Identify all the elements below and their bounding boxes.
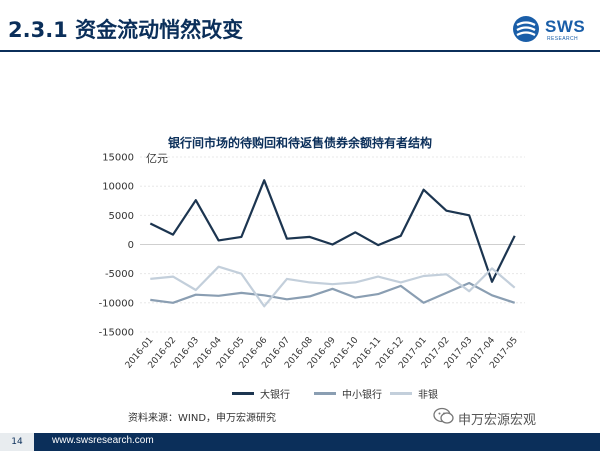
logo-subtext: RESEARCH	[547, 36, 578, 42]
legend-swatch	[232, 392, 254, 395]
source-note: 资料来源：WIND，申万宏源研究	[128, 413, 277, 424]
y-tick-label: 5000	[109, 211, 134, 222]
wechat-icon	[433, 407, 454, 424]
footer-bar	[0, 433, 600, 451]
footer-url-link[interactable]: www.swsresearch.com	[52, 435, 154, 446]
legend-label: 中小银行	[342, 390, 382, 401]
page-title: 2.3.1 资金流动悄然改变	[8, 18, 244, 42]
y-tick-label: -15000	[99, 328, 134, 339]
legend-label: 非银	[418, 390, 438, 401]
y-axis-unit: 亿元	[146, 152, 168, 165]
chart-title: 银行间市场的待购回和待返售债券余额持有者结构	[167, 136, 432, 150]
series-line-2	[150, 281, 516, 304]
y-tick-label: 10000	[102, 182, 134, 193]
header-divider	[0, 50, 600, 52]
y-tick-label: 15000	[102, 153, 134, 164]
watermark-text: 申万宏源宏观	[458, 413, 537, 428]
series-line-1	[149, 179, 516, 283]
y-tick-label: -10000	[99, 298, 134, 309]
logo-wordmark: SWS	[545, 17, 586, 36]
legend-label: 大银行	[260, 390, 290, 401]
legend-swatch	[314, 392, 336, 395]
legend-swatch	[390, 392, 412, 395]
series-line-3	[150, 265, 516, 308]
y-tick-label: -5000	[105, 269, 134, 280]
page-number: 14	[0, 433, 34, 451]
y-tick-label: 0	[128, 240, 134, 251]
sws-logo	[513, 16, 539, 42]
